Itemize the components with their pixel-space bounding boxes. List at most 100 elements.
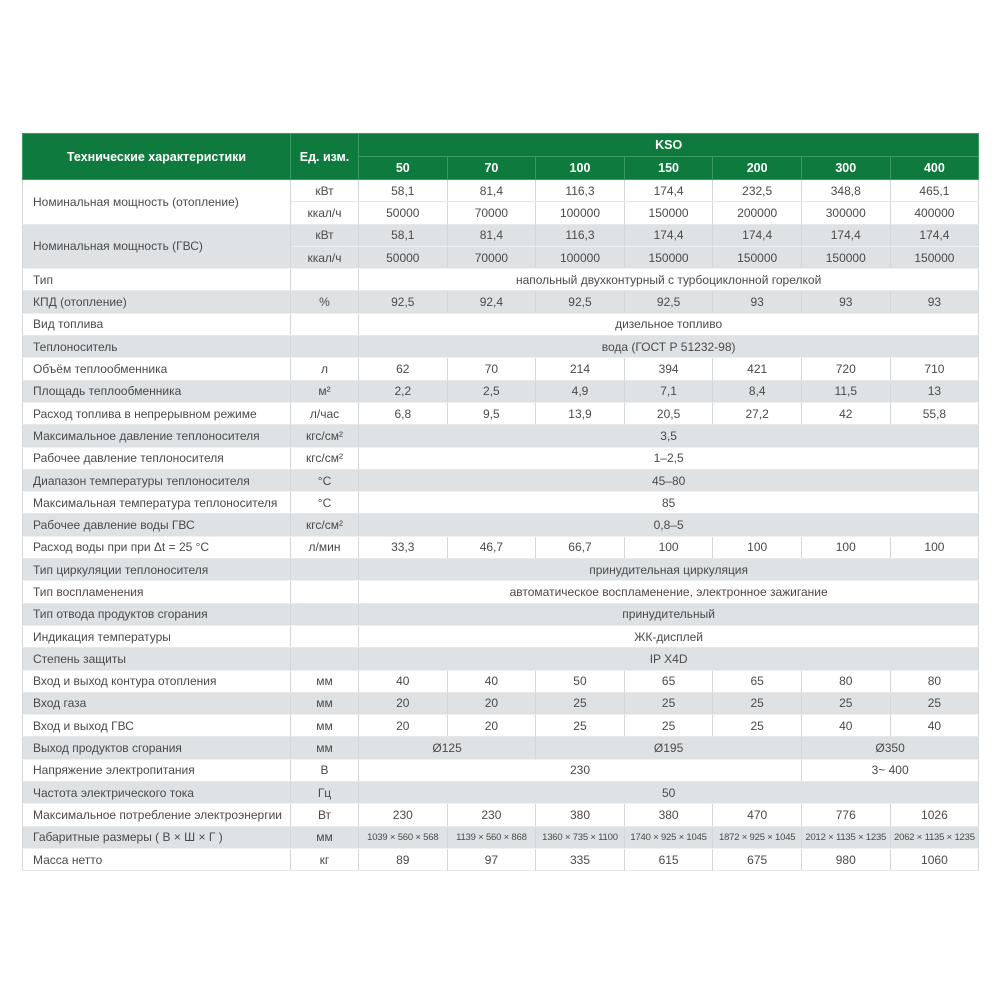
value-cell: 92,4 — [446, 290, 537, 314]
table-row: Частота электрического тока Гц 50 — [22, 781, 980, 805]
merged-value-cell: принудительный — [357, 603, 980, 626]
value-cell: 2,5 — [446, 380, 537, 403]
value-cell: 465,1 — [889, 179, 980, 203]
row-unit: л — [290, 357, 359, 381]
row-label: Номинальная мощность (отопление) — [22, 179, 291, 225]
table-row: Номинальная мощность (отопление) кВт 58,1 8… — [22, 179, 980, 225]
value-cell: 40 — [446, 670, 537, 693]
row-unit: % — [290, 290, 359, 314]
value-cell: 335 — [535, 848, 625, 872]
value-cell: 232,5 — [712, 179, 802, 203]
value-cell: 1139 × 560 × 868 — [446, 826, 537, 849]
value-cell: 46,7 — [446, 536, 537, 560]
header-series: KSO — [357, 133, 980, 157]
table-row: Вид топлива дизельное топливо — [22, 313, 980, 337]
specs-table: Технические характеристики Ед. изм. KSO … — [22, 133, 980, 872]
value-cell: 50000 — [358, 201, 448, 225]
value-cell: 7,1 — [623, 380, 714, 403]
value-cell: 720 — [800, 357, 891, 381]
row-unit: л/час — [290, 402, 359, 426]
row-label: Масса нетто — [22, 848, 291, 872]
row-label: Частота электрического тока — [22, 781, 291, 805]
row-label: Рабочее давление теплоносителя — [22, 447, 291, 470]
row-label: Площадь теплообменника — [22, 380, 291, 403]
merged-value-cell: ЖК-дисплей — [357, 625, 980, 649]
value-cell: 348,8 — [800, 179, 891, 203]
row-label: КПД (отопление) — [22, 290, 291, 314]
value-cell: 27,2 — [712, 402, 802, 426]
value-cell: 6,8 — [358, 402, 448, 426]
value-cell: 40 — [358, 670, 448, 693]
row-unit: мм — [290, 692, 359, 716]
value-cell: 776 — [800, 803, 891, 827]
row-label: Степень защиты — [22, 647, 291, 671]
row-unit: кВт — [290, 179, 359, 203]
table-row: Степень защиты IP X4D — [22, 647, 980, 671]
row-unit: кВт — [290, 224, 359, 247]
value-cell: 20 — [446, 714, 537, 738]
table-row: Вход и выход ГВС мм 20 20 25 25 25 40 40 — [22, 714, 980, 738]
row-unit: ккал/ч — [290, 246, 359, 270]
value-cell: 100000 — [535, 201, 625, 225]
value-cell: 300000 — [800, 201, 891, 225]
value-cell: 4,9 — [535, 380, 625, 403]
value-cell: 675 — [712, 848, 802, 872]
row-unit: мм — [290, 670, 359, 693]
table-row: Расход воды при при Δt = 25 °C л/мин 33,3 4… — [22, 536, 980, 560]
value-cell: 81,4 — [446, 179, 537, 203]
value-cell: 92,5 — [535, 290, 625, 314]
row-unit: кгс/см² — [290, 447, 359, 470]
table-row: КПД (отопление)% 92,5 92,4 92,5 92,5 93 93 93 — [22, 290, 980, 314]
value-cell: 66,7 — [535, 536, 625, 560]
row-unit — [290, 558, 359, 582]
value-cell: 50000 — [358, 246, 448, 270]
value-cell: 93 — [712, 290, 802, 314]
header-model: 400 — [889, 156, 980, 180]
value-cell: 65 — [623, 670, 714, 693]
value-cell: 394 — [623, 357, 714, 381]
row-unit: кг — [290, 848, 359, 872]
row-label: Расход топлива в непрерывном режиме — [22, 402, 291, 426]
value-cell: 25 — [712, 692, 802, 716]
value-cell: 1060 — [889, 848, 980, 872]
value-cell: 116,3 — [535, 224, 625, 247]
value-cell: 25 — [623, 692, 714, 716]
value-cell: 116,3 — [535, 179, 625, 203]
value-cell: 710 — [889, 357, 980, 381]
value-cell: 174,4 — [889, 224, 980, 247]
value-cell: 174,4 — [623, 179, 714, 203]
value-cell: 81,4 — [446, 224, 537, 247]
value-cell: 2,2 — [358, 380, 448, 403]
value-cell: 70000 — [446, 201, 537, 225]
value-cell: 70 — [446, 357, 537, 381]
value-cell: 20 — [358, 714, 448, 738]
value-cell: 25 — [800, 692, 891, 716]
row-label: Тип — [22, 268, 291, 292]
value-cell: 150000 — [800, 246, 891, 270]
row-label: Выход продуктов сгорания — [22, 736, 291, 760]
row-unit — [290, 647, 359, 671]
value-cell: 2012 × 1135 × 1235 — [800, 826, 891, 849]
value-cell: 50 — [535, 670, 625, 693]
row-unit: °C — [290, 491, 359, 515]
row-label: Вход газа — [22, 692, 291, 716]
merged-value-cell: Ø350 — [800, 736, 980, 760]
header-model: 300 — [800, 156, 891, 180]
header-model: 100 — [535, 156, 625, 180]
row-unit: мм — [290, 736, 359, 760]
row-unit: °C — [290, 469, 359, 493]
value-cell: 230 — [446, 803, 537, 827]
table-row: Масса нетто кг 89 97 335 615 675 980 1060 — [22, 848, 980, 872]
row-label: Максимальное давление теплоносителя — [22, 424, 291, 448]
table-row: Номинальная мощность (ГВС) кВт 58,1 81,4 116… — [22, 224, 980, 270]
row-unit: Вт — [290, 803, 359, 827]
value-cell: 11,5 — [800, 380, 891, 403]
value-cell: 1026 — [889, 803, 980, 827]
row-label: Расход воды при при Δt = 25 °C — [22, 536, 291, 560]
value-cell: 150000 — [889, 246, 980, 270]
value-cell: 214 — [535, 357, 625, 381]
merged-value-cell: IP X4D — [357, 647, 980, 671]
header-model: 50 — [358, 156, 448, 180]
table-row: Диапазон температуры теплоносителя °C 45–8… — [22, 469, 980, 493]
value-cell: 80 — [800, 670, 891, 693]
